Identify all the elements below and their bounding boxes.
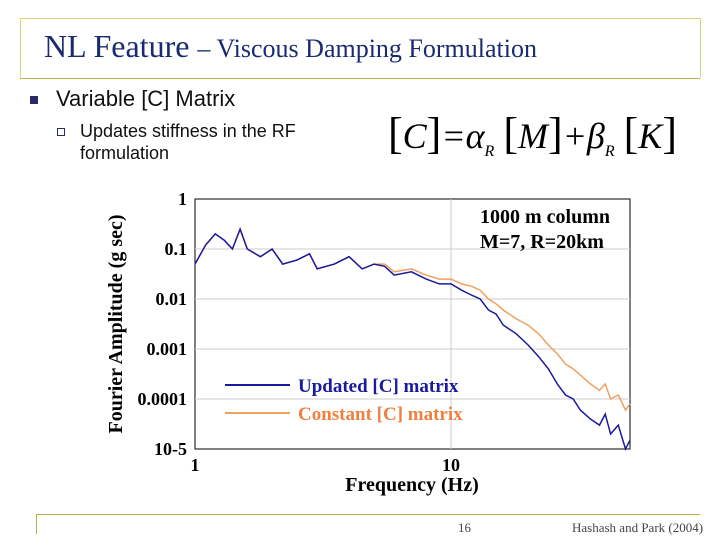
slide-title: NL Feature – Viscous Damping Formulation (44, 28, 537, 65)
title-rule (20, 78, 700, 79)
citation-credit: Hashash and Park (2004) (572, 520, 704, 535)
square-bullet-icon (30, 96, 38, 104)
eq-r2: R (604, 143, 615, 161)
eq-m: M (517, 116, 548, 156)
y-tick-label: 1 (178, 189, 187, 209)
title-main: NL Feature (44, 28, 190, 64)
frame-top-border (20, 18, 700, 19)
frame-left-border (20, 18, 21, 78)
x-axis-label: Frequency (Hz) (345, 474, 479, 496)
rayleigh-damping-equation: [C]=αR [M]+βR [K] (388, 109, 677, 161)
page-number: 16 (458, 520, 471, 535)
eq-r1: R (484, 143, 495, 161)
eq-plus: + (562, 116, 587, 156)
y-tick-label: 0.001 (147, 339, 188, 359)
annotation-line-2: M=7, R=20km (480, 231, 604, 253)
fourier-amplitude-chart: 1 0.1 0.01 0.001 0.0001 10-5 1 10 Frequency (H… (105, 189, 631, 496)
bullet-updates-stiffness: Updates stiffness in the RF formulation (80, 121, 296, 163)
y-tick-label: 0.01 (156, 289, 188, 309)
eq-equals: = (441, 116, 466, 156)
eq-c: C (402, 116, 427, 156)
bullet-variable-c-matrix: Variable [C] Matrix (56, 86, 236, 111)
plot-frame (194, 198, 631, 450)
frame-right-border (700, 18, 701, 78)
y-tick-label: 0.1 (165, 239, 188, 259)
x-tick-labels: 1 10 (191, 455, 461, 475)
legend-label-constant: Constant [C] matrix (298, 404, 463, 425)
y-tick-label: 10-5 (154, 439, 187, 459)
title-sub: – Viscous Damping Formulation (197, 34, 537, 63)
grid-lines (195, 199, 630, 449)
y-axis-label: Fourier Amplitude (g sec) (105, 214, 127, 433)
footer-rule (36, 514, 700, 515)
series-lines (194, 226, 631, 452)
y-tick-labels: 1 0.1 0.01 0.001 0.0001 10-5 (138, 189, 188, 459)
legend-label-updated: Updated [C] matrix (298, 376, 459, 397)
eq-alpha: α (465, 116, 485, 156)
hollow-square-bullet-icon (57, 128, 65, 136)
series-line-updated (194, 226, 631, 452)
footer-tick (36, 514, 37, 534)
x-tick-label: 1 (191, 455, 200, 475)
annotation-line-1: 1000 m column (480, 206, 610, 228)
eq-beta: β (586, 116, 605, 156)
eq-k: K (638, 116, 663, 156)
y-tick-label: 0.0001 (138, 389, 188, 409)
x-tick-label: 10 (442, 455, 460, 475)
